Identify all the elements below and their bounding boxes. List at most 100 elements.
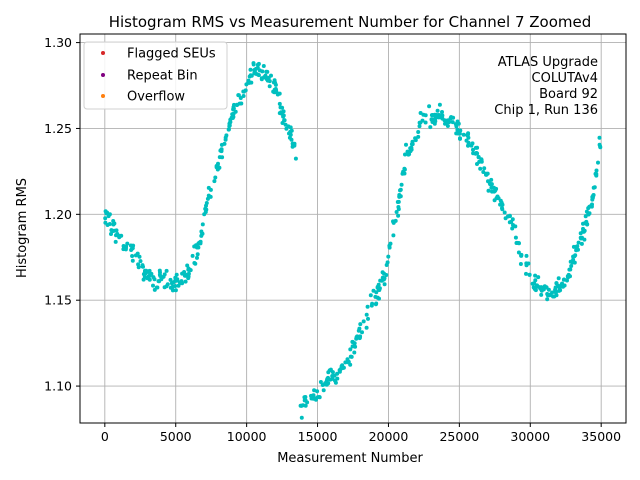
data-point bbox=[382, 282, 387, 287]
data-point bbox=[255, 62, 260, 67]
data-point bbox=[471, 147, 475, 152]
data-point bbox=[174, 278, 179, 283]
data-point bbox=[195, 252, 200, 257]
plot-area-frame bbox=[79, 33, 627, 424]
data-point bbox=[545, 297, 550, 302]
data-point bbox=[130, 254, 135, 258]
data-point bbox=[200, 222, 205, 227]
data-point bbox=[366, 316, 370, 321]
data-point bbox=[420, 118, 425, 123]
data-point bbox=[183, 279, 188, 284]
data-point bbox=[380, 270, 385, 275]
data-point bbox=[435, 108, 440, 113]
data-point bbox=[391, 233, 396, 238]
data-point bbox=[365, 304, 370, 309]
data-point bbox=[541, 287, 546, 292]
data-point bbox=[130, 258, 135, 263]
data-point bbox=[489, 182, 494, 187]
data-point bbox=[261, 64, 266, 68]
data-point bbox=[503, 216, 508, 221]
data-point bbox=[293, 156, 298, 161]
data-point bbox=[586, 212, 591, 217]
data-point bbox=[114, 228, 119, 233]
data-point bbox=[596, 160, 600, 165]
data-point bbox=[513, 235, 518, 240]
data-point bbox=[571, 244, 576, 249]
data-point bbox=[219, 147, 224, 152]
data-point bbox=[587, 204, 592, 209]
data-point bbox=[594, 168, 599, 173]
data-point bbox=[393, 218, 398, 223]
data-point bbox=[553, 285, 558, 290]
data-point bbox=[518, 262, 523, 266]
data-point bbox=[455, 127, 460, 132]
data-point bbox=[364, 325, 369, 330]
y-tick-label: 1.30 bbox=[44, 35, 72, 50]
data-point bbox=[507, 214, 512, 219]
x-tick-label: 0 bbox=[101, 429, 109, 444]
data-point bbox=[519, 253, 524, 258]
data-point bbox=[377, 286, 382, 291]
data-point bbox=[399, 182, 404, 187]
data-point bbox=[466, 143, 470, 148]
x-tick-label: 25000 bbox=[439, 429, 479, 444]
data-point bbox=[205, 196, 210, 201]
data-point bbox=[151, 283, 155, 288]
data-point bbox=[155, 285, 160, 290]
data-point bbox=[550, 290, 555, 295]
data-point bbox=[510, 226, 515, 231]
y-axis-label: Histogram RMS bbox=[15, 178, 30, 278]
data-point bbox=[396, 205, 401, 209]
data-point bbox=[330, 374, 335, 378]
data-point bbox=[185, 263, 190, 268]
data-point bbox=[173, 288, 178, 293]
data-point bbox=[409, 142, 414, 147]
data-point bbox=[113, 239, 118, 244]
data-point bbox=[281, 114, 286, 119]
data-point bbox=[157, 268, 162, 273]
data-point bbox=[536, 275, 541, 280]
data-point bbox=[278, 105, 283, 110]
data-point bbox=[157, 279, 162, 284]
data-point bbox=[242, 89, 246, 94]
data-point bbox=[445, 124, 450, 128]
data-point bbox=[288, 129, 293, 134]
x-axis-label: Measurement Number bbox=[277, 451, 423, 466]
data-point bbox=[481, 170, 486, 174]
data-point bbox=[384, 273, 389, 277]
data-point bbox=[531, 285, 536, 290]
data-point bbox=[394, 210, 399, 214]
data-point bbox=[248, 67, 253, 72]
data-point bbox=[350, 339, 355, 344]
data-point bbox=[168, 277, 173, 282]
data-point bbox=[597, 135, 602, 140]
data-point bbox=[524, 271, 528, 276]
y-tick-label: 1.25 bbox=[44, 121, 72, 136]
annotation-line-4: Chip 1, Run 136 bbox=[494, 103, 598, 118]
data-point bbox=[326, 370, 331, 375]
data-point bbox=[494, 186, 499, 191]
data-point bbox=[545, 293, 550, 298]
data-point bbox=[484, 172, 489, 177]
data-point bbox=[360, 330, 364, 335]
data-point bbox=[212, 179, 217, 184]
data-point bbox=[303, 398, 308, 403]
data-point bbox=[552, 294, 557, 299]
data-point bbox=[281, 109, 286, 114]
data-point bbox=[575, 244, 580, 249]
data-point bbox=[289, 137, 294, 142]
y-tick-label: 1.10 bbox=[44, 379, 72, 394]
data-point bbox=[428, 125, 433, 130]
legend-marker-overflow bbox=[101, 94, 105, 98]
data-point bbox=[556, 276, 561, 281]
data-point bbox=[195, 255, 199, 260]
data-point bbox=[337, 368, 342, 373]
data-point bbox=[429, 113, 434, 118]
data-point bbox=[434, 113, 439, 117]
legend-label-repeat-bin: Repeat Bin bbox=[127, 69, 198, 84]
data-point bbox=[343, 360, 348, 365]
data-point bbox=[581, 221, 585, 226]
chart-title: Histogram RMS vs Measurement Number for … bbox=[109, 13, 592, 31]
data-point bbox=[142, 274, 147, 279]
